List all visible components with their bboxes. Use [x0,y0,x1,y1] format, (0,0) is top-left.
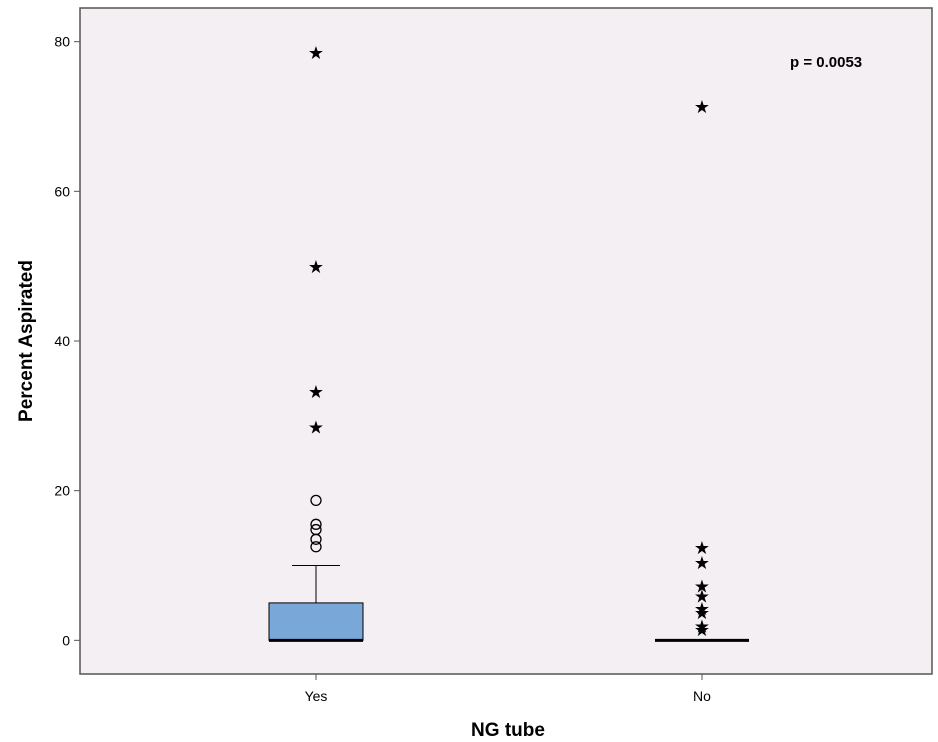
extreme-point: ★ [694,577,710,598]
outlier-point [310,494,322,507]
box-marks: ★★★★★★★★★★★★★ [268,43,749,642]
extreme-point: ★ [694,599,710,620]
x-tick-label: No [693,688,711,704]
y-tick-label: 60 [54,183,70,199]
plot-area [79,7,933,675]
x-axis: Yes No [305,674,711,704]
y-axis: 0 20 40 60 80 [54,34,80,648]
extreme-point: ★ [694,97,710,118]
extreme-point: ★ [694,603,710,624]
extreme-point: ★ [694,620,710,641]
y-tick-label: 20 [54,483,70,499]
y-tick-label: 40 [54,333,70,349]
outlier-point [310,518,322,530]
extreme-point: ★ [694,586,710,607]
outlier-point [310,523,322,536]
extreme-point: ★ [308,257,324,278]
extreme-point: ★ [694,538,710,559]
y-axis-title: Percent Aspirated [16,260,37,422]
y-tick-label: 0 [62,632,70,648]
x-axis-title: NG tube [471,720,545,741]
x-tick-label: Yes [305,688,328,704]
box-group-no: ★★★★★★★★★ [655,97,749,642]
extreme-point: ★ [308,43,324,64]
box-group-yes: ★ ★ ★ ★ [268,43,364,642]
outlier-point [310,541,322,553]
extreme-point: ★ [308,417,324,438]
p-value-annotation: p = 0.0053 [790,54,862,71]
extreme-point: ★ [694,616,710,637]
extreme-point: ★ [694,553,710,574]
y-tick-label: 80 [54,34,70,50]
extreme-point: ★ [308,382,324,403]
iqr-box [268,602,364,641]
